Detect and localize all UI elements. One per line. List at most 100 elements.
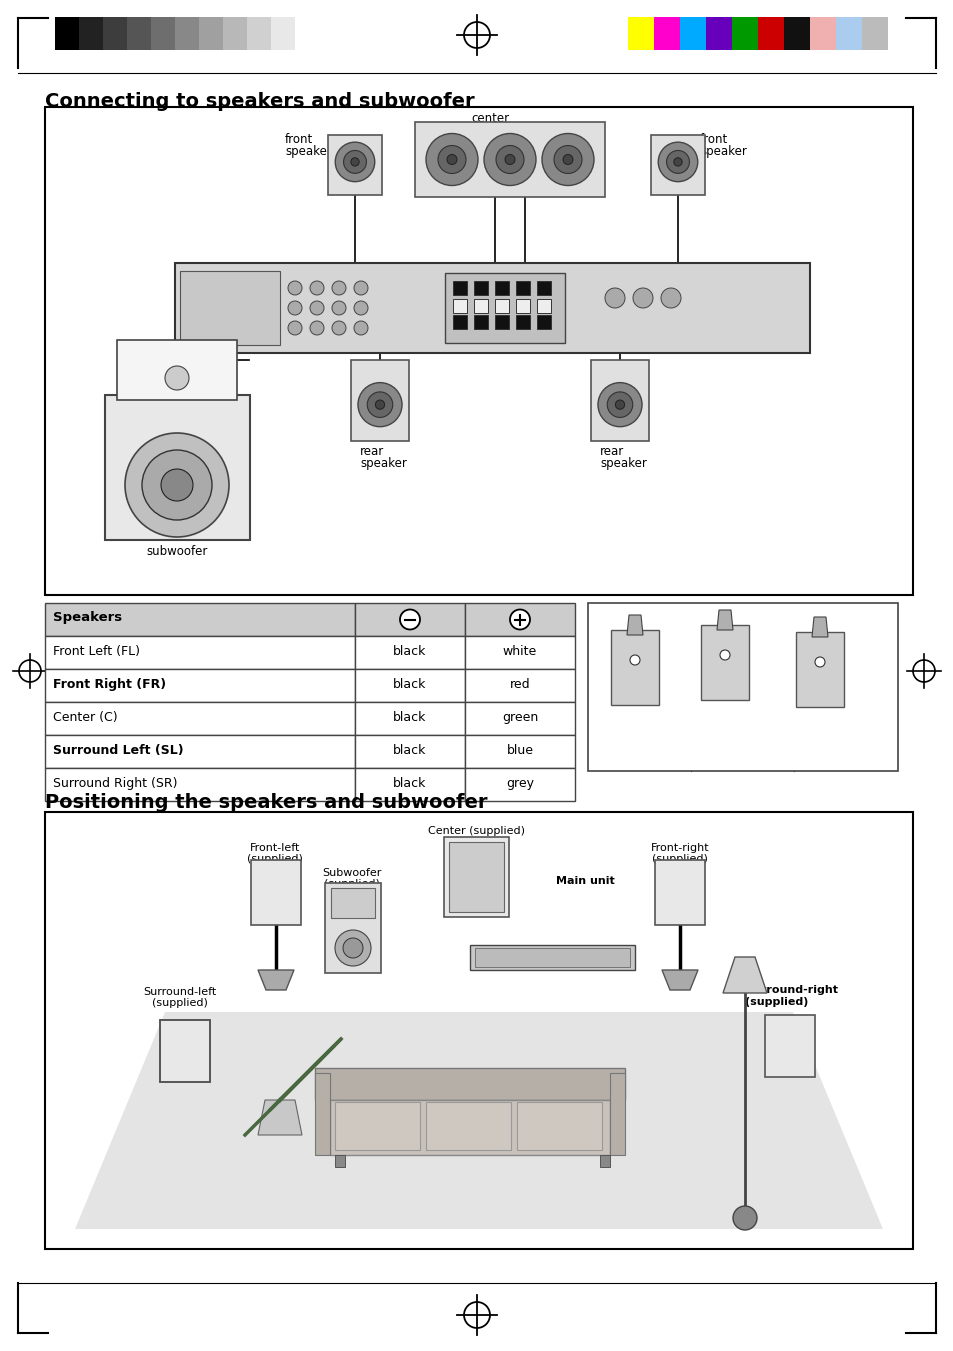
Circle shape [399,609,419,630]
Bar [355,703,464,735]
Bar [516,299,530,313]
Circle shape [660,288,680,308]
Circle shape [310,301,324,315]
Circle shape [332,281,346,295]
Bar [464,636,575,669]
Circle shape [666,150,689,173]
Bar [862,18,887,50]
Bar [444,838,509,917]
Text: black: black [393,678,426,690]
Bar [355,636,464,669]
Circle shape [161,469,193,501]
Text: (supplied): (supplied) [744,997,807,1006]
Bar [610,630,659,705]
Bar [700,626,748,700]
Circle shape [288,281,302,295]
Circle shape [447,154,456,165]
Circle shape [629,655,639,665]
Text: Center (supplied): Center (supplied) [428,825,525,836]
Text: Surround Right (SR): Surround Right (SR) [53,777,177,790]
Bar [475,948,629,967]
Text: Front-right: Front-right [650,843,709,852]
Circle shape [351,158,358,166]
Text: Front Left (FL): Front Left (FL) [53,644,140,658]
Bar [325,884,380,973]
Bar [355,735,464,767]
Bar [335,1155,345,1167]
Bar [355,669,464,703]
Bar [835,18,862,50]
Polygon shape [661,970,698,990]
Bar [271,18,294,50]
Text: Front-left: Front-left [250,843,300,852]
Bar [355,603,464,636]
Circle shape [354,301,368,315]
Circle shape [604,288,624,308]
Text: Connecting to speakers and subwoofer: Connecting to speakers and subwoofer [45,92,475,111]
Polygon shape [811,617,827,638]
Bar [464,767,575,801]
Bar [45,735,355,767]
Bar [464,669,575,703]
Bar [251,861,301,925]
Text: speaker: speaker [285,145,332,158]
Circle shape [335,142,375,181]
Text: speaker: speaker [359,457,406,470]
Bar [294,18,318,50]
Bar [470,944,635,970]
Text: speaker: speaker [700,145,746,158]
Bar [587,603,897,771]
Bar [314,1073,330,1155]
Text: speaker: speaker [599,457,646,470]
Bar [79,18,103,50]
Circle shape [288,322,302,335]
Circle shape [598,382,641,427]
Circle shape [658,142,697,181]
Text: front: front [285,132,313,146]
Text: Front Right (FR): Front Right (FR) [53,678,166,690]
Bar [516,281,530,295]
Bar [464,735,575,767]
Bar [655,861,704,925]
Bar [180,272,280,345]
Bar [795,632,843,707]
Text: center: center [471,112,509,126]
Bar [495,281,509,295]
Bar [783,18,809,50]
Circle shape [633,288,652,308]
Circle shape [343,938,363,958]
Bar [650,135,704,195]
Circle shape [357,382,401,427]
Bar [679,18,705,50]
Circle shape [332,301,346,315]
Bar [45,107,912,594]
Bar [314,1069,624,1100]
Circle shape [814,657,824,667]
Circle shape [510,609,530,630]
Text: speaker: speaker [466,124,513,136]
Text: (supplied): (supplied) [652,854,707,865]
Bar [809,18,835,50]
Bar [160,1020,210,1082]
Polygon shape [75,1012,882,1229]
Bar [351,359,409,442]
Text: subwoofer: subwoofer [146,544,208,558]
Circle shape [463,22,490,49]
Text: Positioning the speakers and subwoofer: Positioning the speakers and subwoofer [45,793,487,812]
Bar [516,315,530,330]
Circle shape [463,1302,490,1328]
Circle shape [343,150,366,173]
Bar [355,767,464,801]
Circle shape [554,146,581,173]
Bar [758,18,783,50]
Text: rear: rear [359,444,384,458]
Bar [464,703,575,735]
Text: green: green [501,711,537,724]
Circle shape [437,146,465,173]
Bar [117,340,236,400]
Text: black: black [393,744,426,757]
Text: red: red [509,678,530,690]
Circle shape [496,146,523,173]
Bar [45,812,912,1250]
Bar [474,315,488,330]
